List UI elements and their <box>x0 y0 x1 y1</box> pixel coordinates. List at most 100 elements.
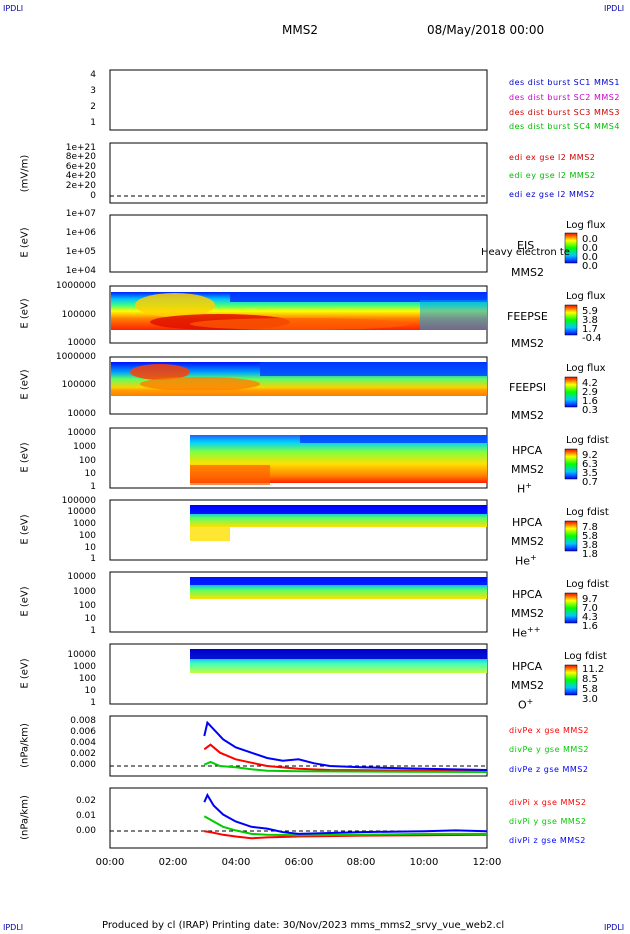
series-line-divpe-y-gse-mms2 <box>203 760 488 773</box>
legend-edi-ex: edi ex gse l2 MMS2 <box>509 153 596 162</box>
cbar-tick: 1.6 <box>582 621 598 632</box>
tick-label: 10000 <box>67 428 96 438</box>
cbar-tick: 0.0 <box>582 252 598 263</box>
legend-divpe-z: divPe z gse MMS2 <box>509 765 589 774</box>
tick-label: 0.01 <box>75 811 96 821</box>
species-charge: + <box>530 553 537 562</box>
tick-label: 1 <box>90 626 96 636</box>
cbar-tick: 9.7 <box>582 594 598 605</box>
cbar-tick: 4.2 <box>582 378 598 389</box>
colorbars <box>564 232 578 696</box>
eis-sublabel: MMS2 <box>511 266 544 279</box>
tick-label: 1000000 <box>55 281 96 291</box>
hpca-he-panel-frame <box>109 499 488 561</box>
hpca-o-species: O+ <box>518 697 533 712</box>
cbar-tick: 6.3 <box>582 459 598 470</box>
footer-credit: Produced by cl (IRAP) Printing date: 30/… <box>102 920 505 931</box>
hpca-h-species: H+ <box>517 481 532 496</box>
feepsi-ylabel: E (eV) <box>19 369 31 400</box>
line-series <box>203 720 488 840</box>
mission-title: MMS2 <box>282 23 318 37</box>
tick-label: 1000 <box>73 587 96 597</box>
hpca-h-colorbar <box>564 448 578 480</box>
legend-divpi-y: divPi y gse MMS2 <box>509 817 587 826</box>
cbar-tick: 11.2 <box>582 664 605 675</box>
cbar-tick: 3.0 <box>582 694 598 705</box>
tick-label: 1000 <box>73 442 96 452</box>
hpca-h-spectrogram <box>190 435 487 485</box>
feepsi-cbar-title: Log flux <box>566 363 606 374</box>
x-tick-label: 00:00 <box>95 857 125 868</box>
cbar-tick: 5.8 <box>582 531 598 542</box>
feepse-ylabel: E (eV) <box>19 298 31 329</box>
tick-label: 1e+06 <box>65 228 96 238</box>
tick-label: 0.008 <box>70 716 96 726</box>
hpca-he-label: HPCA <box>512 516 543 529</box>
species-name: H <box>517 482 526 496</box>
tick-label: 100000 <box>61 310 96 320</box>
cbar-tick: 1.6 <box>582 396 598 407</box>
legend-edi-ez: edi ez gse l2 MMS2 <box>509 190 595 199</box>
hpca-o-colorbar <box>564 664 578 696</box>
cbar-tick: 2.9 <box>582 387 598 398</box>
tick-label: 1e+07 <box>65 209 96 219</box>
feepsi-spectrogram <box>111 362 487 396</box>
burst-panel-frame <box>109 69 488 131</box>
legend-edi-ey: edi ey gse l2 MMS2 <box>509 171 596 180</box>
species-name: He <box>512 626 528 640</box>
species-charge: + <box>525 481 532 490</box>
species-name: He <box>515 554 531 568</box>
tick-label: 1000000 <box>55 352 96 362</box>
tick-label: 0.006 <box>70 727 96 737</box>
species-name: O <box>518 698 527 712</box>
legend-divpi-x: divPi x gse MMS2 <box>509 798 587 807</box>
tick-label: 10 <box>84 543 96 553</box>
hpca-he-ylabel: E (eV) <box>19 514 31 545</box>
series-line-divpi-y-gse-mms2 <box>203 815 487 837</box>
edi-ylabel: (mV/m) <box>19 154 31 193</box>
hpca-he-spectrogram <box>190 505 487 541</box>
cbar-tick: 0.0 <box>582 234 598 245</box>
eis-ylabel: E (eV) <box>19 227 31 258</box>
eis-label: EIS <box>517 239 535 252</box>
eis-panel-frame <box>109 214 488 273</box>
series-line-divpe-z-gse-mms2 <box>203 720 488 771</box>
tick-label: 10000 <box>67 572 96 582</box>
x-tick-label: 04:00 <box>221 857 251 868</box>
hpca-he2-sublabel: MMS2 <box>511 607 544 620</box>
tick-label: 0.004 <box>70 738 96 748</box>
feepsi-label: FEEPSI <box>509 381 547 394</box>
legend-divpi-z: divPi z gse MMS2 <box>509 836 586 845</box>
legend-burst-sc2: des dist burst SC2 MMS2 <box>509 93 620 102</box>
corner-logo-top-left: IPDLI <box>3 4 24 13</box>
cbar-tick: 3.8 <box>582 315 598 326</box>
hpca-he2-ylabel: E (eV) <box>19 586 31 617</box>
feepse-spectrogram <box>111 292 487 330</box>
hpca-he-species: He+ <box>515 553 537 568</box>
feepse-sublabel: MMS2 <box>511 337 544 350</box>
tick-label: 100000 <box>61 380 96 390</box>
tick-label: 1 <box>90 554 96 564</box>
edi-panel-frame <box>109 142 488 204</box>
tick-label: 1 <box>90 118 96 128</box>
tick-label: 1000 <box>73 662 96 672</box>
hpca-h-label: HPCA <box>512 444 543 457</box>
tick-label: 10000 <box>67 507 96 517</box>
hpca-o-panel-frame <box>109 643 488 705</box>
legend-burst-sc1: des dist burst SC1 MMS1 <box>509 78 620 87</box>
tick-label: 10000 <box>67 409 96 419</box>
tick-label: 0.00 <box>75 826 96 836</box>
x-tick-label: 10:00 <box>409 857 439 868</box>
cbar-tick: 5.8 <box>582 684 598 695</box>
tick-label: 100 <box>78 531 96 541</box>
tick-label: 4e+20 <box>65 171 96 181</box>
tick-label: 1e+05 <box>65 247 96 257</box>
tick-label: 0.02 <box>75 796 96 806</box>
divpi-panel-frame <box>109 787 488 849</box>
cbar-tick: 3.5 <box>582 468 598 479</box>
cbar-tick: 0.0 <box>582 261 598 272</box>
tick-label: 100000 <box>61 496 96 506</box>
panel-frames <box>109 69 488 849</box>
date-title: 08/May/2018 00:00 <box>427 23 545 37</box>
